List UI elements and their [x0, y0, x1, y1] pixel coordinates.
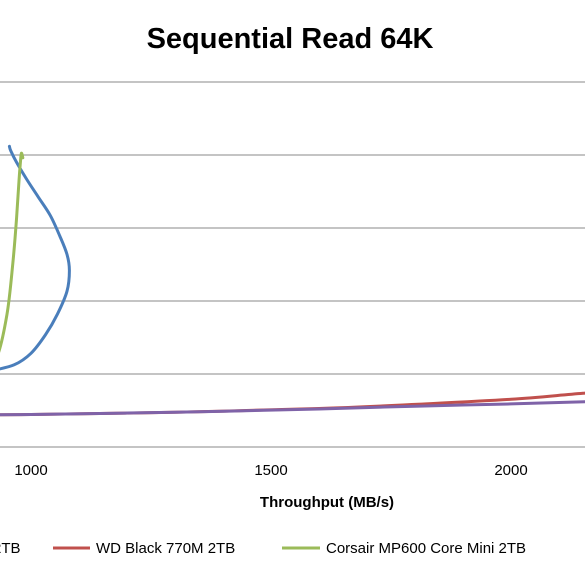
chart-title: Sequential Read 64K — [147, 23, 434, 55]
x-tick-label: 2000 — [494, 462, 527, 479]
legend-label-1: 2TB — [0, 540, 21, 557]
x-axis-label: Throughput (MB/s) — [260, 494, 394, 511]
series-layer — [0, 144, 585, 417]
x-tick-label: 1500 — [254, 462, 287, 479]
series-line-3 — [0, 151, 25, 353]
legend-label-3: Corsair MP600 Core Mini 2TB — [326, 540, 526, 557]
legend: 2TB WD Black 770M 2TB Corsair MP600 Core M… — [0, 540, 526, 557]
series-line-4 — [0, 400, 585, 417]
x-tick-label: 1000 — [14, 462, 47, 479]
gridlines — [0, 81, 585, 448]
x-tick-labels: 10001500200025003000 — [14, 462, 527, 479]
series-line-1 — [0, 144, 71, 371]
legend-label-2: WD Black 770M 2TB — [96, 540, 235, 557]
